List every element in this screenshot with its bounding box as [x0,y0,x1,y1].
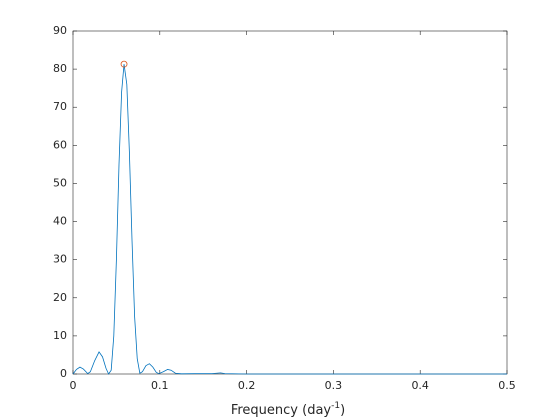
x-tick-label: 0.4 [411,379,429,392]
y-tick-label: 60 [53,138,67,151]
x-axis-label-text: Frequency (day [231,403,332,418]
peak-marker [120,60,128,68]
x-axis-label-superscript: -1 [331,401,340,411]
y-tick-label: 90 [53,24,67,37]
x-tick-label: 0.3 [325,379,343,392]
axes-box [72,30,508,375]
x-axis-label: Frequency (day-1) [231,401,345,418]
data-line [72,64,507,375]
x-tick-label: 0.1 [151,379,169,392]
x-tick-label: 0.5 [498,379,516,392]
y-tick-label: 20 [53,291,67,304]
x-tick-label: 0.2 [238,379,256,392]
y-tick-label: 70 [53,100,67,113]
y-tick-label: 30 [53,253,67,266]
y-tick-label: 0 [60,367,67,380]
y-tick-label: 40 [53,215,67,228]
y-tick-label: 10 [53,329,67,342]
x-axis-label-suffix: ) [340,403,345,418]
x-tick-label: 0 [70,379,77,392]
y-tick-label: 80 [53,62,67,75]
y-tick-label: 50 [53,176,67,189]
